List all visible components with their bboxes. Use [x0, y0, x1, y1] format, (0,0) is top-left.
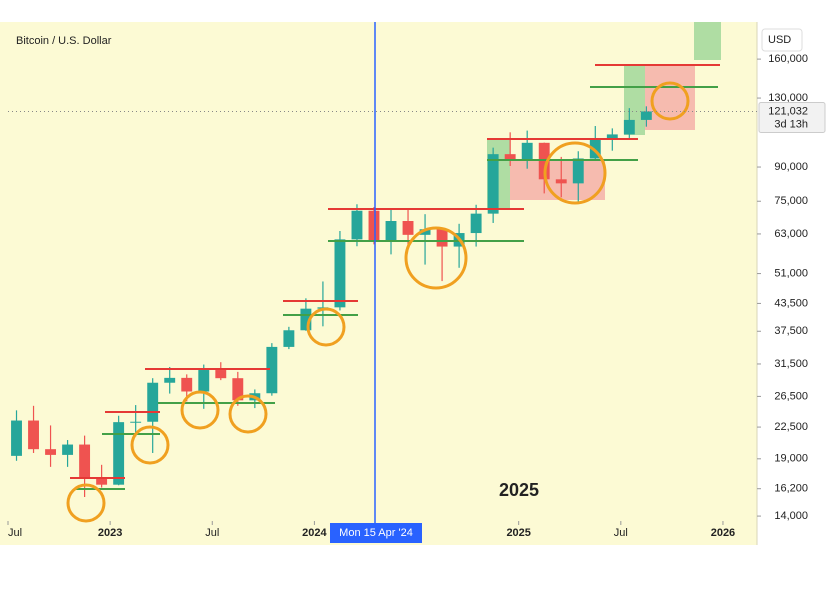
candle-body: [164, 377, 176, 383]
candle-body: [198, 370, 210, 392]
y-tick-label: 16,200: [774, 483, 808, 495]
candle-body: [521, 142, 533, 161]
candle-body: [470, 213, 482, 234]
candle-body: [181, 377, 193, 392]
y-tick-label: 19,000: [774, 453, 808, 465]
highlight-circle: [650, 81, 690, 121]
candle-body: [28, 420, 39, 450]
highlight-circle: [543, 141, 607, 205]
axes: 14,000 16,200 19,000 22,500 26,500 31,500 37,5…: [7, 53, 826, 539]
x-tick-label: 2026: [711, 527, 735, 539]
countdown: 3d 13h: [774, 118, 808, 130]
candle-body: [215, 370, 227, 379]
candle-body: [589, 138, 601, 159]
x-tick-label: Jul: [8, 527, 22, 539]
candle-body: [402, 221, 414, 235]
y-tick-label: 51,000: [774, 267, 808, 279]
candle-body: [79, 444, 91, 478]
candle-body: [538, 142, 550, 180]
x-tick-label: 2025: [506, 527, 530, 539]
candle-body: [351, 210, 363, 240]
y-tick-label: 31,500: [774, 358, 808, 370]
last-price-label: 121,032: [768, 105, 808, 117]
candle-body: [232, 378, 244, 401]
y-tick-label: 75,000: [774, 195, 808, 207]
x-tick-label: 2023: [98, 527, 122, 539]
candle-body: [62, 444, 74, 455]
candle-body: [45, 449, 57, 455]
candles: [11, 106, 652, 497]
candle-body: [283, 330, 295, 347]
highlight-circle: [130, 425, 170, 465]
y-tick-label: 130,000: [768, 92, 808, 104]
candle-body: [113, 422, 125, 485]
candle-body: [640, 111, 652, 120]
x-tick-label: Jul: [614, 527, 628, 539]
y-tick-label: 90,000: [774, 161, 808, 173]
y-tick-label: 22,500: [774, 421, 808, 433]
candle-body: [147, 382, 159, 422]
chart-title: Bitcoin / U.S. Dollar: [16, 35, 112, 47]
candle-body: [334, 239, 346, 308]
highlight-circle: [228, 394, 268, 434]
y-tick-label: 37,500: [774, 325, 808, 337]
candle-body: [504, 154, 516, 161]
candle-body: [487, 154, 499, 214]
highlight-circle: [306, 307, 346, 347]
crosshair-label-box: [330, 523, 422, 543]
y-tick-label: 14,000: [774, 510, 808, 522]
highlight-circle: [180, 390, 220, 430]
y-tick-label: 160,000: [768, 53, 808, 65]
last-price-box: [758, 101, 826, 133]
candle-body: [623, 119, 635, 135]
crosshair-label: Mon 15 Apr '24: [339, 527, 413, 539]
candle-body: [96, 477, 108, 485]
candle-body: [130, 421, 142, 423]
annotation-label: 2025: [499, 480, 539, 500]
candle-body: [606, 134, 618, 139]
candle-body: [385, 221, 397, 242]
candle-body: [368, 210, 380, 242]
x-tick-label: 2024: [302, 527, 327, 539]
candle-body: [266, 346, 278, 394]
highlight-circle: [404, 226, 468, 290]
candle-body: [11, 420, 22, 456]
green-zone: [694, 22, 721, 60]
y-tick-label: 26,500: [774, 390, 808, 402]
level-lines: [66, 64, 720, 523]
candle-body: [572, 158, 584, 184]
y-tick-label: 43,500: [774, 297, 808, 309]
x-tick-label: Jul: [205, 527, 219, 539]
currency: USD: [768, 34, 791, 46]
highlight-circle: [66, 483, 106, 523]
candle-body: [555, 179, 567, 184]
candle-body: [436, 229, 448, 247]
candle-body: [419, 229, 431, 235]
currency-box: [761, 28, 803, 52]
y-tick-label: 63,000: [774, 228, 808, 240]
candle-body: [300, 308, 312, 331]
